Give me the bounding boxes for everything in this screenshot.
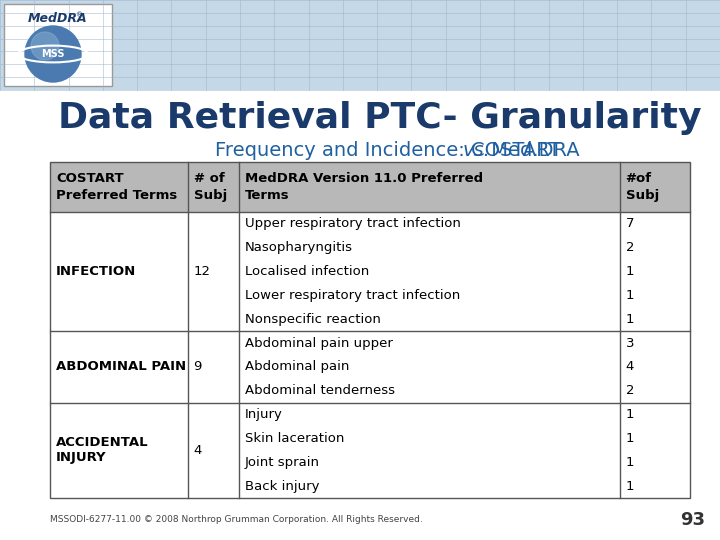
Bar bbox=[50, 162, 690, 212]
Text: Joint sprain: Joint sprain bbox=[245, 456, 320, 469]
Bar bbox=[50, 403, 690, 498]
Text: 1: 1 bbox=[626, 408, 634, 421]
Text: 93: 93 bbox=[680, 511, 705, 529]
Text: 9: 9 bbox=[194, 360, 202, 374]
Text: Med.DRA: Med.DRA bbox=[485, 140, 580, 159]
Circle shape bbox=[31, 32, 59, 60]
Text: Frequency and Incidence: COSTART vs. Med.DRA: Frequency and Incidence: COSTART vs. Med… bbox=[143, 140, 617, 159]
Text: Data Retrieval PTC- Granularity: Data Retrieval PTC- Granularity bbox=[58, 101, 702, 135]
Text: 1: 1 bbox=[626, 313, 634, 326]
Text: MSS: MSS bbox=[41, 49, 65, 59]
Text: COSTART
Preferred Terms: COSTART Preferred Terms bbox=[56, 172, 177, 202]
Text: 1: 1 bbox=[626, 265, 634, 278]
Text: ®: ® bbox=[76, 12, 84, 18]
Bar bbox=[50, 331, 690, 403]
Text: 1: 1 bbox=[626, 432, 634, 445]
Text: Nonspecific reaction: Nonspecific reaction bbox=[245, 313, 381, 326]
Text: MSSODI-6277-11.00 © 2008 Northrop Grumman Corporation. All Rights Reserved.: MSSODI-6277-11.00 © 2008 Northrop Grumma… bbox=[50, 516, 423, 524]
Text: Abdominal pain upper: Abdominal pain upper bbox=[245, 336, 392, 349]
Text: ABDOMINAL PAIN: ABDOMINAL PAIN bbox=[56, 360, 186, 374]
Text: 2: 2 bbox=[626, 384, 634, 397]
Text: Back injury: Back injury bbox=[245, 480, 319, 492]
Text: Injury: Injury bbox=[245, 408, 283, 421]
Text: Abdominal tenderness: Abdominal tenderness bbox=[245, 384, 395, 397]
Bar bbox=[4, 4, 112, 86]
Text: ACCIDENTAL
INJURY: ACCIDENTAL INJURY bbox=[56, 436, 148, 464]
Bar bbox=[0, 0, 720, 90]
Text: 7: 7 bbox=[626, 218, 634, 231]
Text: 4: 4 bbox=[626, 360, 634, 374]
Text: vs.: vs. bbox=[462, 140, 490, 159]
Text: 4: 4 bbox=[194, 444, 202, 457]
Text: Nasopharyngitis: Nasopharyngitis bbox=[245, 241, 353, 254]
Text: 1: 1 bbox=[626, 480, 634, 492]
Text: 1: 1 bbox=[626, 289, 634, 302]
Text: Localised infection: Localised infection bbox=[245, 265, 369, 278]
Text: INFECTION: INFECTION bbox=[56, 265, 136, 278]
Circle shape bbox=[25, 26, 81, 82]
Text: Upper respiratory tract infection: Upper respiratory tract infection bbox=[245, 218, 461, 231]
Text: 2: 2 bbox=[626, 241, 634, 254]
Text: 3: 3 bbox=[626, 336, 634, 349]
Text: Abdominal pain: Abdominal pain bbox=[245, 360, 349, 374]
Text: 12: 12 bbox=[194, 265, 210, 278]
Bar bbox=[50, 162, 690, 498]
Text: Skin laceration: Skin laceration bbox=[245, 432, 344, 445]
Text: MedDRA: MedDRA bbox=[28, 11, 88, 24]
Text: MedDRA Version 11.0 Preferred
Terms: MedDRA Version 11.0 Preferred Terms bbox=[245, 172, 483, 202]
Text: #of
Subj: #of Subj bbox=[626, 172, 659, 202]
Text: Frequency and Incidence: COSTART: Frequency and Incidence: COSTART bbox=[215, 140, 567, 159]
Bar bbox=[50, 212, 690, 331]
Text: # of
Subj: # of Subj bbox=[194, 172, 227, 202]
Text: 1: 1 bbox=[626, 456, 634, 469]
Text: Lower respiratory tract infection: Lower respiratory tract infection bbox=[245, 289, 460, 302]
